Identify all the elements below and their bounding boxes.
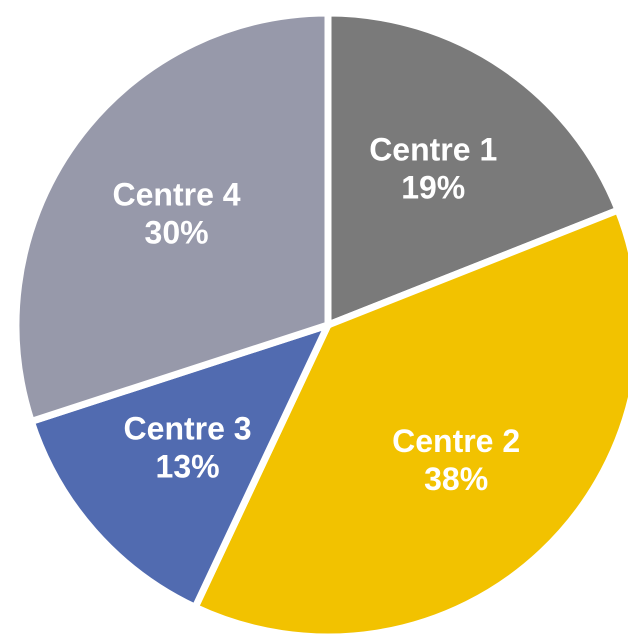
slice-label: Centre 1 [369,132,497,168]
value-label: 19% [401,170,465,206]
slice-label: Centre 2 [392,423,520,459]
value-label: 13% [156,448,220,484]
value-label: 38% [424,461,488,497]
pie-slice [324,9,623,331]
pie-slice [190,205,628,638]
pie-slice [12,9,332,426]
slice-label: Centre 4 [113,176,241,212]
value-label: 30% [145,214,209,250]
pie-slice [26,319,335,612]
slice-label: Centre 3 [124,410,252,446]
